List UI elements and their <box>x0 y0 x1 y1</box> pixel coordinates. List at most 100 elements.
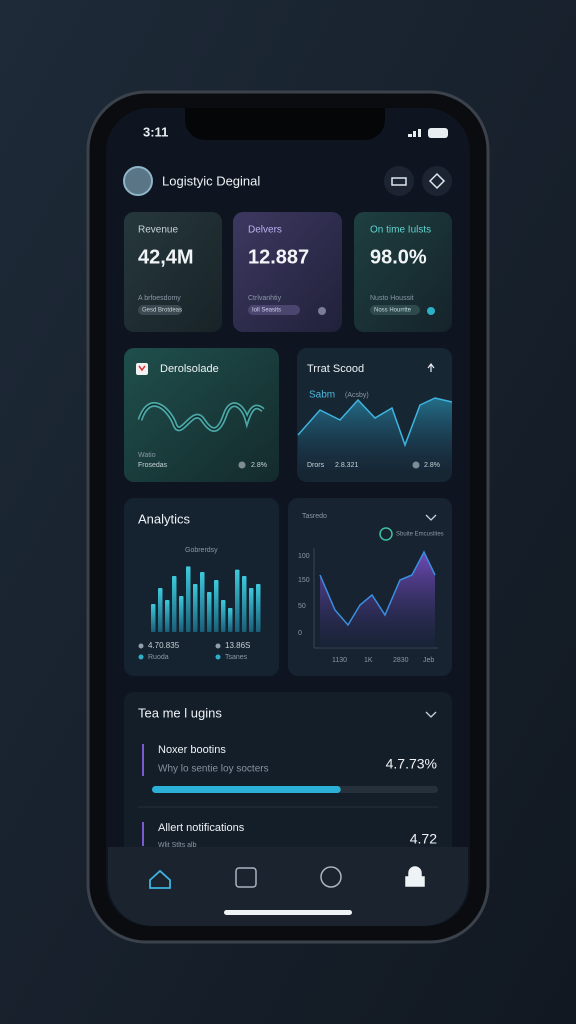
tab-docs[interactable] <box>235 867 257 888</box>
stat-card[interactable] <box>354 212 452 332</box>
panel-caption: Drors <box>307 462 325 469</box>
trend-y-label: 0 <box>298 630 302 637</box>
bar <box>179 596 184 632</box>
bar <box>221 600 226 632</box>
bar <box>158 588 163 632</box>
stat-tag-pill <box>370 305 420 315</box>
bar <box>200 572 205 632</box>
trend-x-label: 2830 <box>393 657 409 664</box>
analytics-stat-value: 13.86S <box>225 641 250 650</box>
bar-group <box>151 566 261 632</box>
icon-button[interactable] <box>422 166 452 196</box>
stat-label: Delvers <box>248 225 282 236</box>
analytics-stat-value: 4.70.835 <box>148 641 180 650</box>
chevron[interactable] <box>425 514 437 521</box>
bar <box>214 580 219 632</box>
trend-x-label: Jeb <box>423 657 434 664</box>
trend-line <box>319 550 436 627</box>
dot <box>138 654 144 660</box>
trend-y-label: 150 <box>298 577 310 584</box>
panel-value: 2.8% <box>251 462 267 469</box>
area-chart <box>298 398 452 470</box>
dot <box>215 654 221 660</box>
tab-home[interactable] <box>149 869 171 889</box>
sparkline-inner <box>139 403 264 431</box>
panel-icon-glyph <box>138 365 146 372</box>
tab-bar <box>108 847 468 926</box>
team-title: Tea me l ugins <box>138 705 222 720</box>
header-title: Logistyic Deginal <box>162 173 260 188</box>
bar <box>193 584 198 632</box>
stat-tag: Gesd Brotdeas <box>142 308 182 314</box>
trend-x-label: 1130 <box>332 657 347 664</box>
panel-legend-note: (Acsby) <box>345 392 369 399</box>
stat-card[interactable] <box>124 212 222 332</box>
panel-value: 2.8% <box>424 462 440 469</box>
panel-note: Watio <box>138 452 156 459</box>
battery-icon <box>428 128 448 138</box>
stat-label: On time Iulsts <box>370 225 431 236</box>
stat-label: Revenue <box>138 225 178 236</box>
trend-y-label: 50 <box>298 603 306 610</box>
progress-fill <box>152 786 341 793</box>
tab-lock[interactable] <box>405 866 425 887</box>
stat-tag: Noss Hourrtte <box>374 308 412 314</box>
team-item-value: 4.72 <box>410 831 437 847</box>
signal-icon <box>408 129 421 137</box>
analytics-title: Analytics <box>138 511 191 526</box>
panel-legend: Sabm <box>309 390 335 401</box>
area-line <box>297 397 453 448</box>
icon-button[interactable] <box>384 166 414 196</box>
home-indicator <box>224 910 352 915</box>
stat-value: 12.887 <box>248 246 309 268</box>
dot <box>318 307 326 315</box>
team-item-name: Allert notifications <box>158 822 245 834</box>
avatar[interactable] <box>123 166 153 196</box>
bar <box>151 604 156 632</box>
analytics-stat-label: Ruoda <box>148 654 169 661</box>
bar <box>249 588 254 632</box>
icon-glyph <box>391 172 446 190</box>
legend-icon <box>379 527 393 541</box>
trend-legend: Sbuite Emcuslites <box>396 532 444 538</box>
team-item-detail: Wlit Stlts alb <box>158 842 197 849</box>
dot <box>238 461 246 469</box>
stat-tag-pill <box>138 305 182 315</box>
panel-caption-value: 2.8.321 <box>335 462 358 469</box>
dot <box>215 643 221 649</box>
panel-caption: Frosedas <box>138 462 168 469</box>
stat-note: A brfoesdomy <box>138 295 181 302</box>
bar <box>172 576 177 632</box>
bar <box>228 608 233 632</box>
stat-value: 98.0% <box>370 246 427 268</box>
arrow-icon[interactable] <box>427 363 435 372</box>
tab-explore[interactable] <box>320 866 342 888</box>
trend-y-label: 100 <box>298 553 310 560</box>
bar <box>256 584 261 632</box>
panel-title: Derolsolade <box>160 363 219 375</box>
chevron[interactable] <box>425 711 437 718</box>
bar <box>186 566 191 632</box>
team-item-detail: Why lo sentie loy socters <box>158 764 269 775</box>
analytics-subtitle: Gobrerdsy <box>185 547 218 554</box>
stat-tag: Ioll Seasits <box>252 308 281 314</box>
team-item-name: Noxer bootins <box>158 744 226 756</box>
stat-tag-pill <box>248 305 300 315</box>
dot <box>138 643 144 649</box>
panel-title: Trrat Scood <box>307 363 364 375</box>
bar <box>165 600 170 632</box>
dot <box>412 461 420 469</box>
status-time: 3:11 <box>143 124 168 139</box>
analytics-stat-label: Tsanes <box>225 654 248 661</box>
notch <box>185 108 385 140</box>
stat-note: Ctrlvanhtiy <box>248 295 282 302</box>
dot <box>427 307 435 315</box>
stat-card[interactable] <box>233 212 342 332</box>
team-item-value: 4.7.73% <box>386 756 437 772</box>
trend-x-label: 1K <box>364 657 373 664</box>
trend-header: Tasredo <box>302 513 327 520</box>
stat-value: 42,4M <box>138 246 194 268</box>
bar <box>235 569 240 632</box>
team-card[interactable] <box>124 692 452 872</box>
